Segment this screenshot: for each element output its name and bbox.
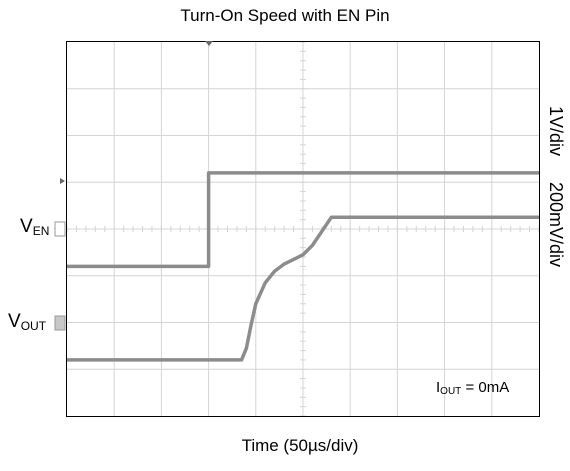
vout-scale-label: 200mV/div — [546, 182, 566, 268]
chart-title: Turn-On Speed with EN Pin — [180, 6, 390, 25]
vout-label: VOUT — [8, 311, 47, 333]
ven-trace — [67, 171, 539, 269]
vout-trace — [67, 215, 539, 362]
load-current-annotation: IOUT = 0mA — [436, 379, 510, 397]
plot-frame — [66, 41, 540, 417]
ground-markers — [54, 221, 66, 331]
vout-ground-marker-icon — [54, 315, 66, 331]
grid — [66, 41, 540, 417]
ven-label: VEN — [20, 216, 50, 238]
ven-ground-marker-icon — [54, 221, 66, 237]
level-marker-icon — [60, 178, 65, 184]
x-axis-label: Time (50µs/div) — [241, 436, 359, 455]
traces — [67, 171, 539, 362]
ven-scale-label: 1V/div — [546, 106, 566, 157]
trigger-marker-icon — [205, 41, 213, 46]
